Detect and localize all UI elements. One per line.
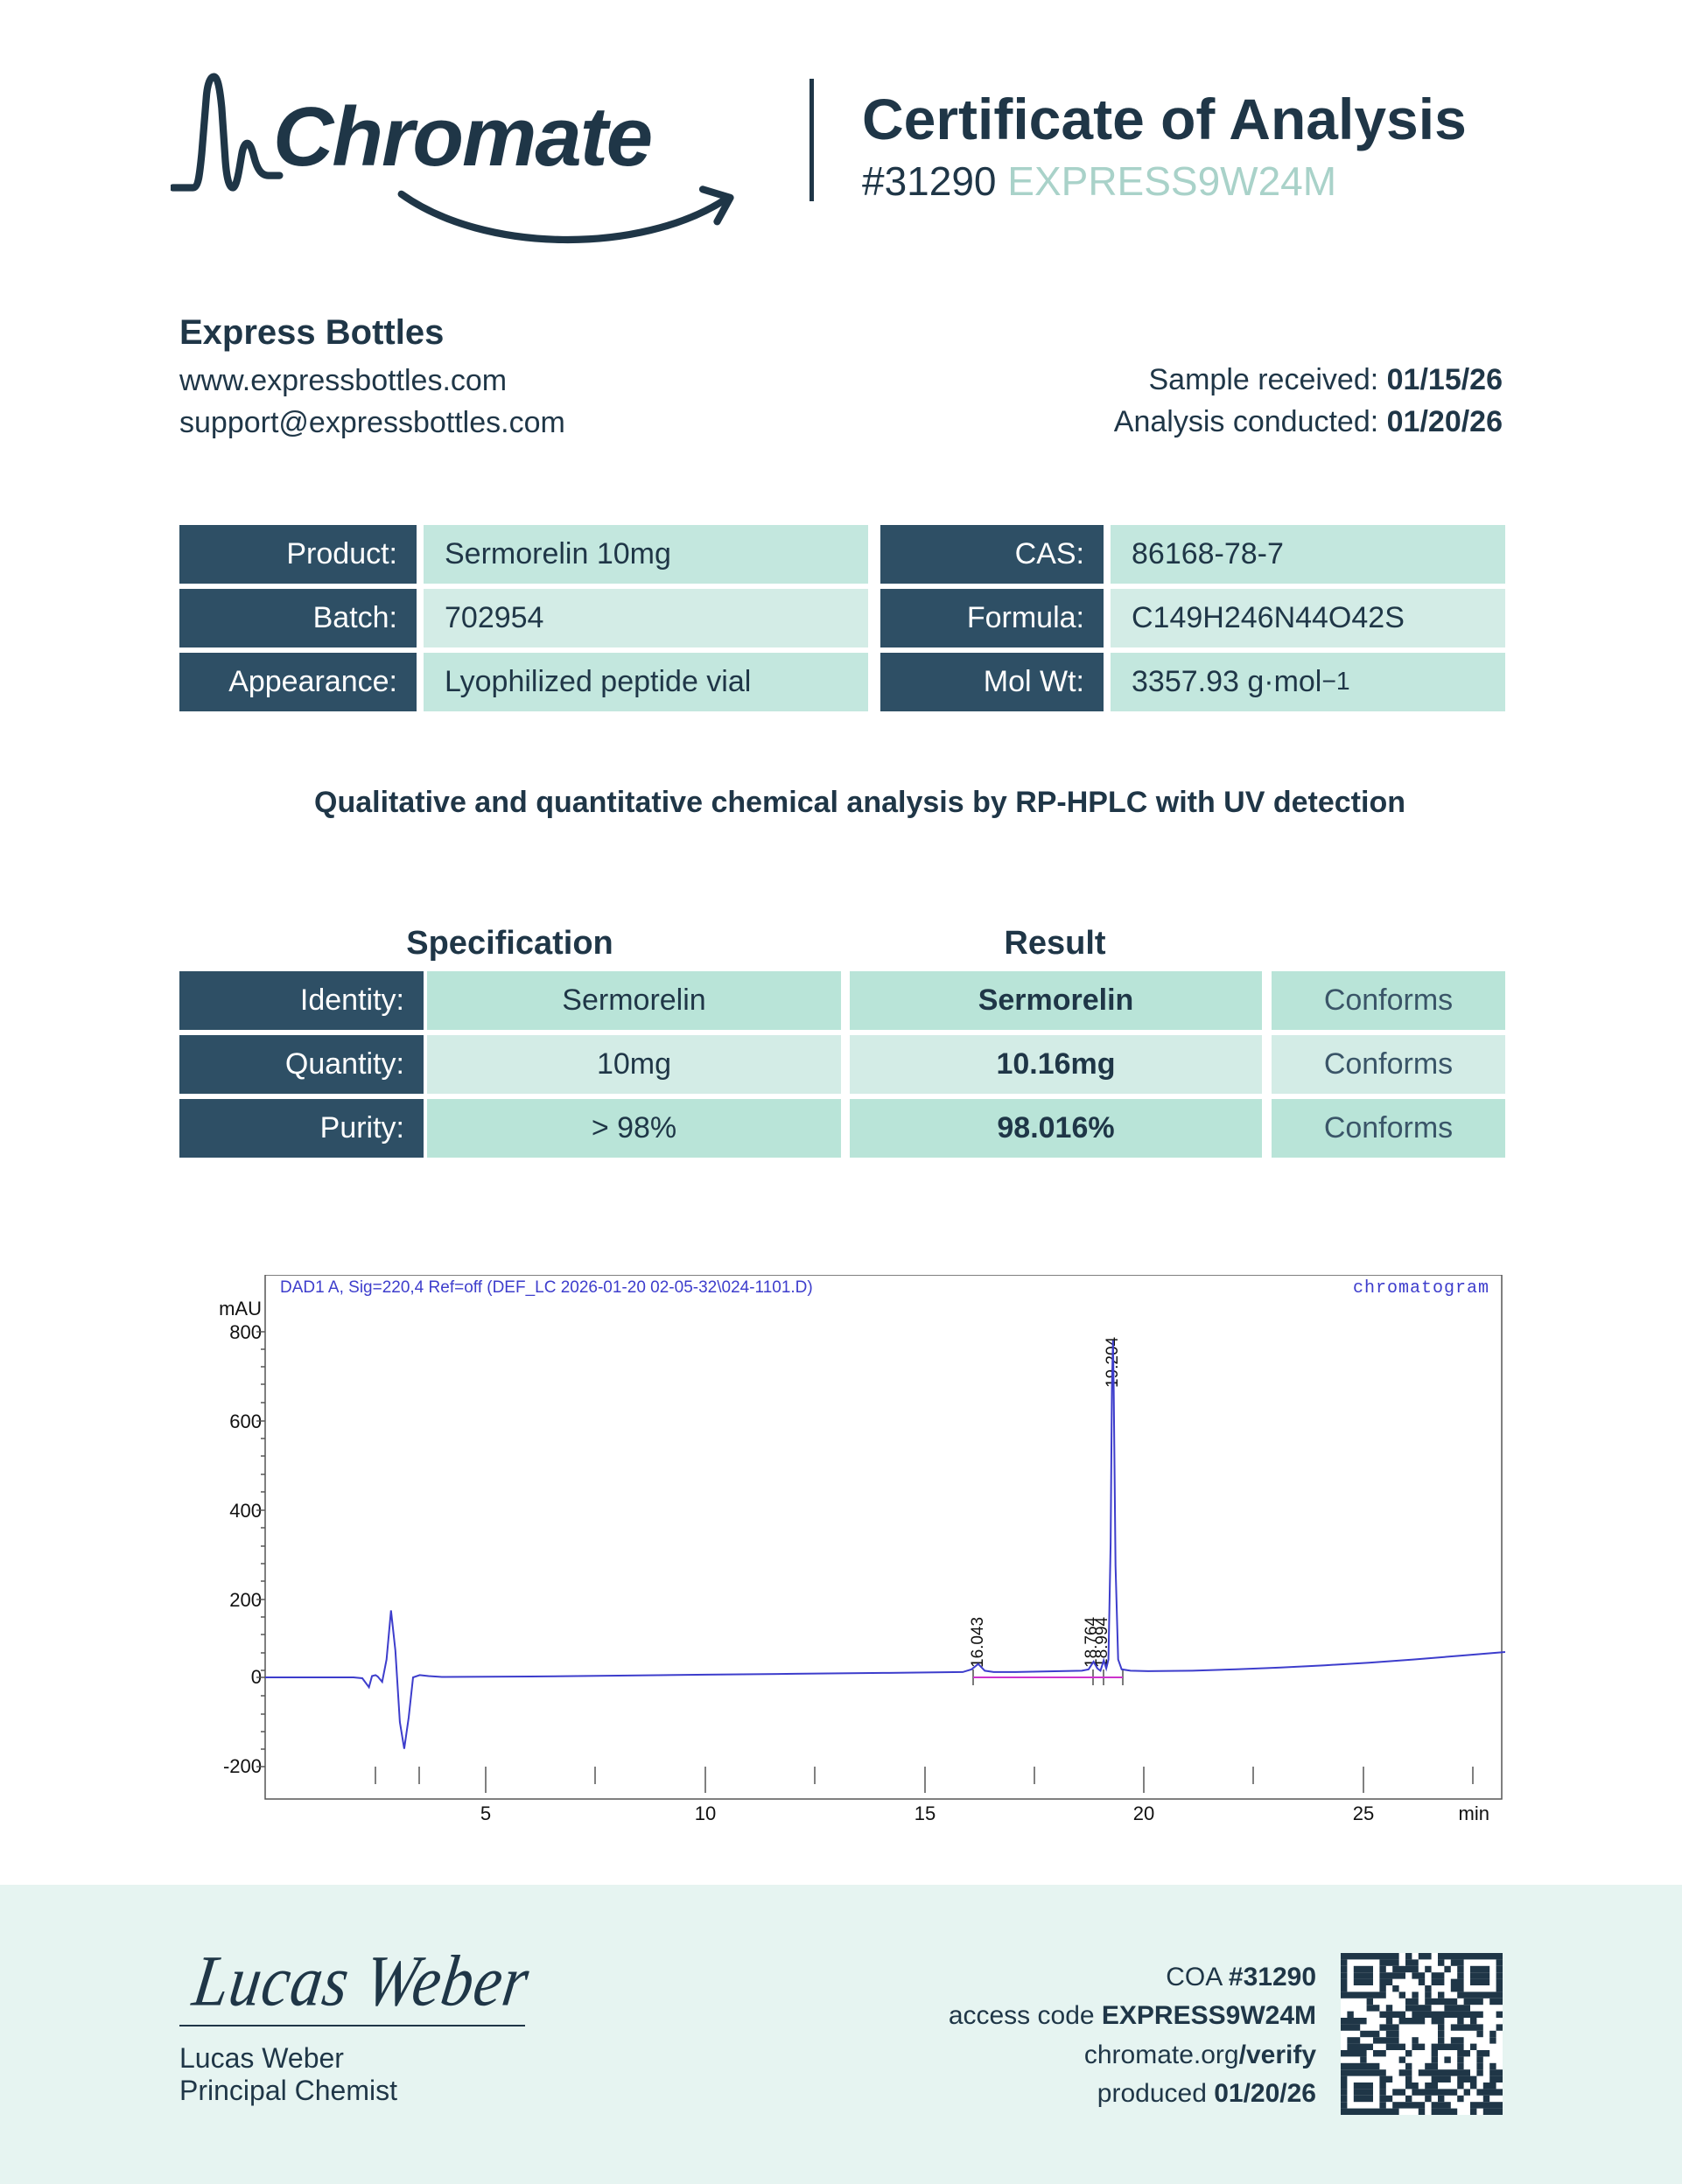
svg-text:15: 15 [915, 1802, 936, 1824]
svg-text:20: 20 [1133, 1802, 1154, 1824]
svg-text:mAU: mAU [219, 1298, 262, 1320]
svg-text:-200: -200 [223, 1755, 262, 1777]
svg-text:16.043: 16.043 [969, 1617, 987, 1668]
svg-text:chromatogram: chromatogram [1353, 1278, 1489, 1298]
svg-text:10: 10 [695, 1802, 716, 1824]
svg-text:5: 5 [480, 1802, 491, 1824]
svg-text:min: min [1459, 1802, 1489, 1824]
svg-text:25: 25 [1353, 1802, 1374, 1824]
svg-text:DAD1 A, Sig=220,4 Ref=off (DEF: DAD1 A, Sig=220,4 Ref=off (DEF_LC 2026-0… [280, 1278, 813, 1297]
